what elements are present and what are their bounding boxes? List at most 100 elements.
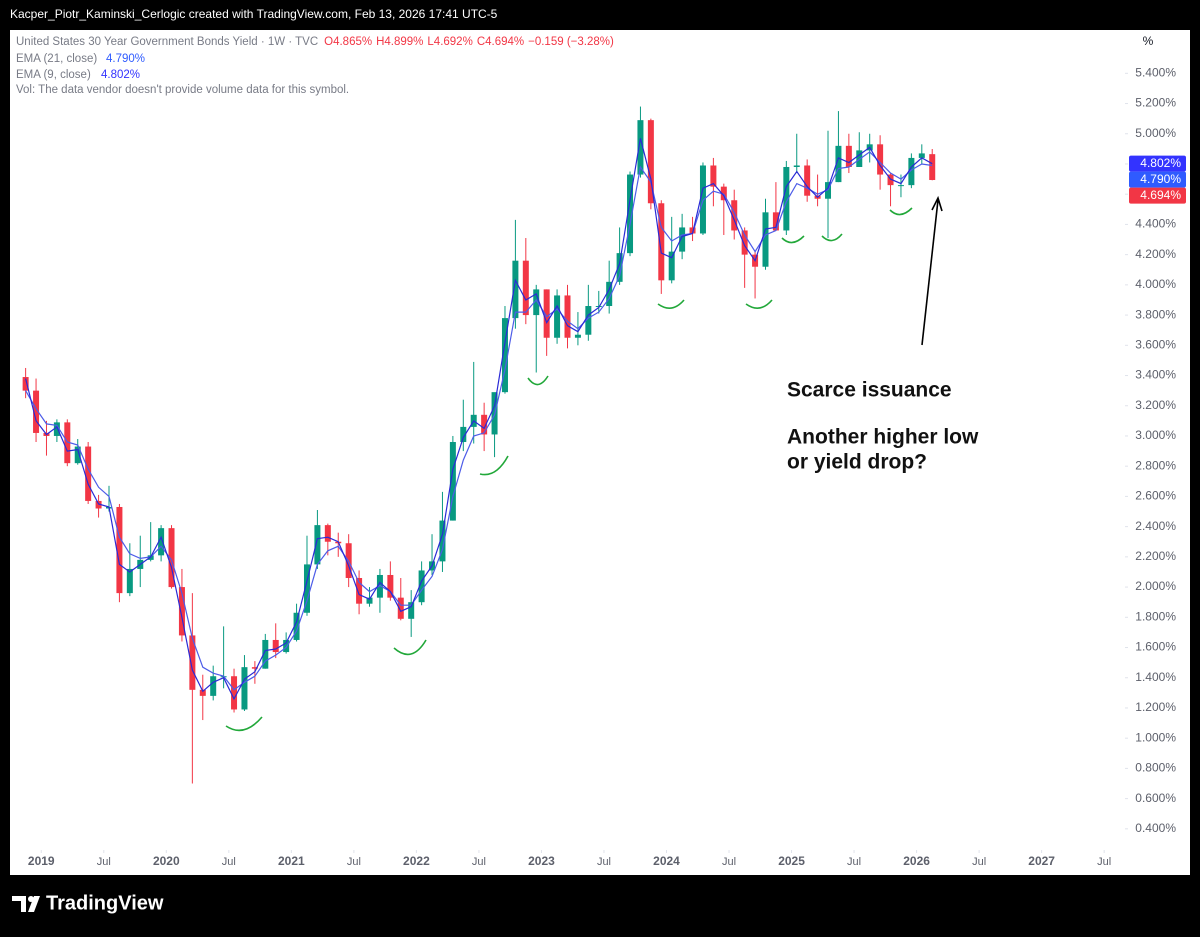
y-tick-label: 3.000% [1135, 428, 1176, 442]
candle-body [825, 182, 832, 199]
arc [657, 299, 685, 309]
candle-body [199, 689, 206, 696]
x-tick-label: 2025 [778, 854, 805, 868]
y-tick-label: 5.400% [1135, 65, 1176, 79]
candle-body [647, 120, 654, 204]
candle-body [918, 153, 925, 158]
candle-body [720, 186, 727, 201]
candle-body [178, 587, 185, 636]
y-tick-label: 1.000% [1135, 730, 1176, 744]
candle-body [314, 525, 321, 565]
arc [393, 639, 427, 656]
candle-body [804, 165, 811, 196]
candle-body [512, 260, 519, 319]
price-tag-label: 4.694% [1140, 188, 1181, 202]
x-tick-label: Jul [347, 856, 361, 868]
y-tick-label: 0.600% [1135, 791, 1176, 805]
candle-body [116, 506, 123, 594]
price-tag [1129, 187, 1186, 204]
y-tick-label: 0.800% [1135, 761, 1176, 775]
y-tick-label: 4.000% [1135, 277, 1176, 291]
candle-body [658, 203, 665, 281]
axis-unit: % [1143, 34, 1154, 48]
candle-body [783, 166, 790, 231]
candle-body [533, 289, 540, 316]
annotation-text: Another higher low [787, 426, 979, 449]
candle-body [85, 446, 92, 501]
ohlc-value: −0.159 (−3.28%) [528, 36, 614, 48]
chart-panel [10, 30, 1190, 875]
candle-body [210, 676, 217, 696]
candle-body [449, 442, 456, 521]
candle-body [501, 318, 508, 393]
y-tick-label: 0.400% [1135, 821, 1176, 835]
ema9-legend: EMA (9, close) [16, 69, 91, 81]
price-tag-label: 4.790% [1140, 172, 1181, 186]
y-tick-label: 1.400% [1135, 670, 1176, 684]
top-bar-text: Kacper_Piotr_Kaminski_Cerlogic created w… [10, 7, 498, 21]
candle-body [793, 165, 800, 167]
candle-body [397, 597, 404, 619]
x-tick-label: 2026 [903, 854, 930, 868]
candle-body [74, 446, 81, 464]
x-tick-label: 2023 [528, 854, 555, 868]
candle-body [679, 227, 686, 252]
arc [781, 235, 805, 244]
y-tick-label: 2.600% [1135, 489, 1176, 503]
annotation-text: Scarce issuance [787, 379, 952, 402]
ohlc-legend: O4.865% H4.899% L4.692% C4.694% −0.159 (−3.2… [324, 36, 614, 48]
candle-body [408, 602, 415, 619]
x-tick-label: Jul [597, 856, 611, 868]
logo-dot [28, 896, 34, 902]
x-tick-label: 2022 [403, 854, 430, 868]
header: United States 30 Year Government Bonds Y… [16, 36, 614, 96]
candle-body [262, 639, 269, 669]
x-tick-label: 2021 [278, 854, 305, 868]
footer-logo: TradingView [12, 892, 164, 914]
candle-body [877, 144, 884, 175]
y-tick-label: 5.200% [1135, 96, 1176, 110]
arc [527, 375, 549, 386]
x-tick-label: Jul [472, 856, 486, 868]
y-tick-label: 2.000% [1135, 579, 1176, 593]
candle-body [574, 334, 581, 338]
candle-body [293, 612, 300, 640]
y-tick-label: 2.200% [1135, 549, 1176, 563]
x-tick-label: 2027 [1028, 854, 1055, 868]
x-tick-label: Jul [222, 856, 236, 868]
price-tag-label: 4.802% [1140, 156, 1181, 170]
y-tick-label: 3.800% [1135, 307, 1176, 321]
candle-body [887, 174, 894, 186]
arc [889, 207, 913, 216]
candle-body [564, 295, 571, 338]
candle-body [543, 289, 550, 338]
y-tick-label: 2.400% [1135, 519, 1176, 533]
candle-body [231, 676, 238, 710]
ohlc-value: H4.899% [376, 36, 423, 48]
candle-body [439, 520, 446, 562]
y-tick-label: 3.600% [1135, 337, 1176, 351]
candle-body [627, 174, 634, 254]
candle-body [741, 230, 748, 255]
x-tick-label: Jul [847, 856, 861, 868]
candle-body [387, 574, 394, 598]
candle-body [33, 390, 40, 433]
ema-line [25, 151, 933, 691]
candle-body [366, 597, 373, 604]
candle-body [272, 639, 279, 653]
x-tick-label: 2019 [28, 854, 55, 868]
x-tick-label: Jul [1097, 856, 1111, 868]
candle-body [668, 251, 675, 281]
arc [745, 299, 773, 309]
candle-body [710, 165, 717, 187]
x-tick-label: Jul [722, 856, 736, 868]
y-tick-label: 1.600% [1135, 640, 1176, 654]
higher-low-arcs [225, 207, 913, 732]
candle-body [460, 426, 467, 443]
candle-body [189, 635, 196, 690]
candle-body [522, 260, 529, 316]
candle-body [554, 295, 561, 338]
arrow-shaft [921, 199, 939, 346]
